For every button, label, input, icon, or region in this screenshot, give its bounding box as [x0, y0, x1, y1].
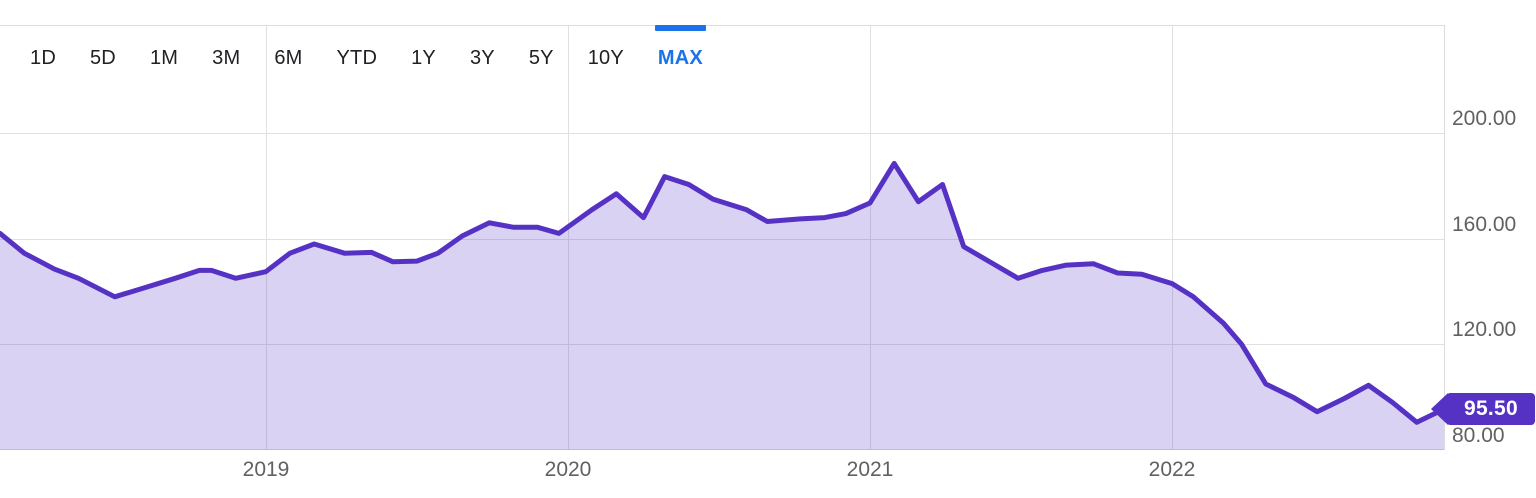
last-price-badge: 95.50 [1431, 393, 1535, 425]
badge-arrow-icon [1431, 393, 1448, 425]
x-axis-label: 2019 [242, 458, 290, 481]
x-axis-label: 2022 [1148, 458, 1196, 481]
tab-1d[interactable]: 1D [30, 46, 56, 69]
y-axis-label: 200.00 [1452, 107, 1517, 130]
tab-10y[interactable]: 10Y [587, 46, 624, 69]
y-axis-label: 160.00 [1452, 213, 1517, 236]
tab-3y[interactable]: 3Y [469, 46, 495, 69]
active-tab-indicator [654, 25, 706, 31]
tab-max[interactable]: MAX [654, 25, 706, 91]
x-axis-label: 2020 [544, 458, 592, 481]
timeframe-tab-bar: 1D 5D 1M 3M 6M YTD 1Y 3Y 5Y 10Y MAX [0, 25, 706, 91]
tab-ytd[interactable]: YTD [336, 46, 378, 69]
tab-1m[interactable]: 1M [149, 46, 179, 69]
tab-5d[interactable]: 5D [89, 46, 116, 69]
last-price-value: 95.50 [1447, 393, 1535, 425]
tab-1y[interactable]: 1Y [411, 46, 436, 69]
y-axis-label: 120.00 [1452, 318, 1517, 341]
tab-3m[interactable]: 3M [212, 46, 241, 69]
price-chart-canvas[interactable] [0, 25, 1445, 450]
x-axis-label: 2021 [846, 458, 894, 481]
tab-5y[interactable]: 5Y [528, 46, 554, 69]
tab-6m[interactable]: 6M [274, 46, 303, 69]
y-axis-label: 80.00 [1452, 424, 1505, 447]
